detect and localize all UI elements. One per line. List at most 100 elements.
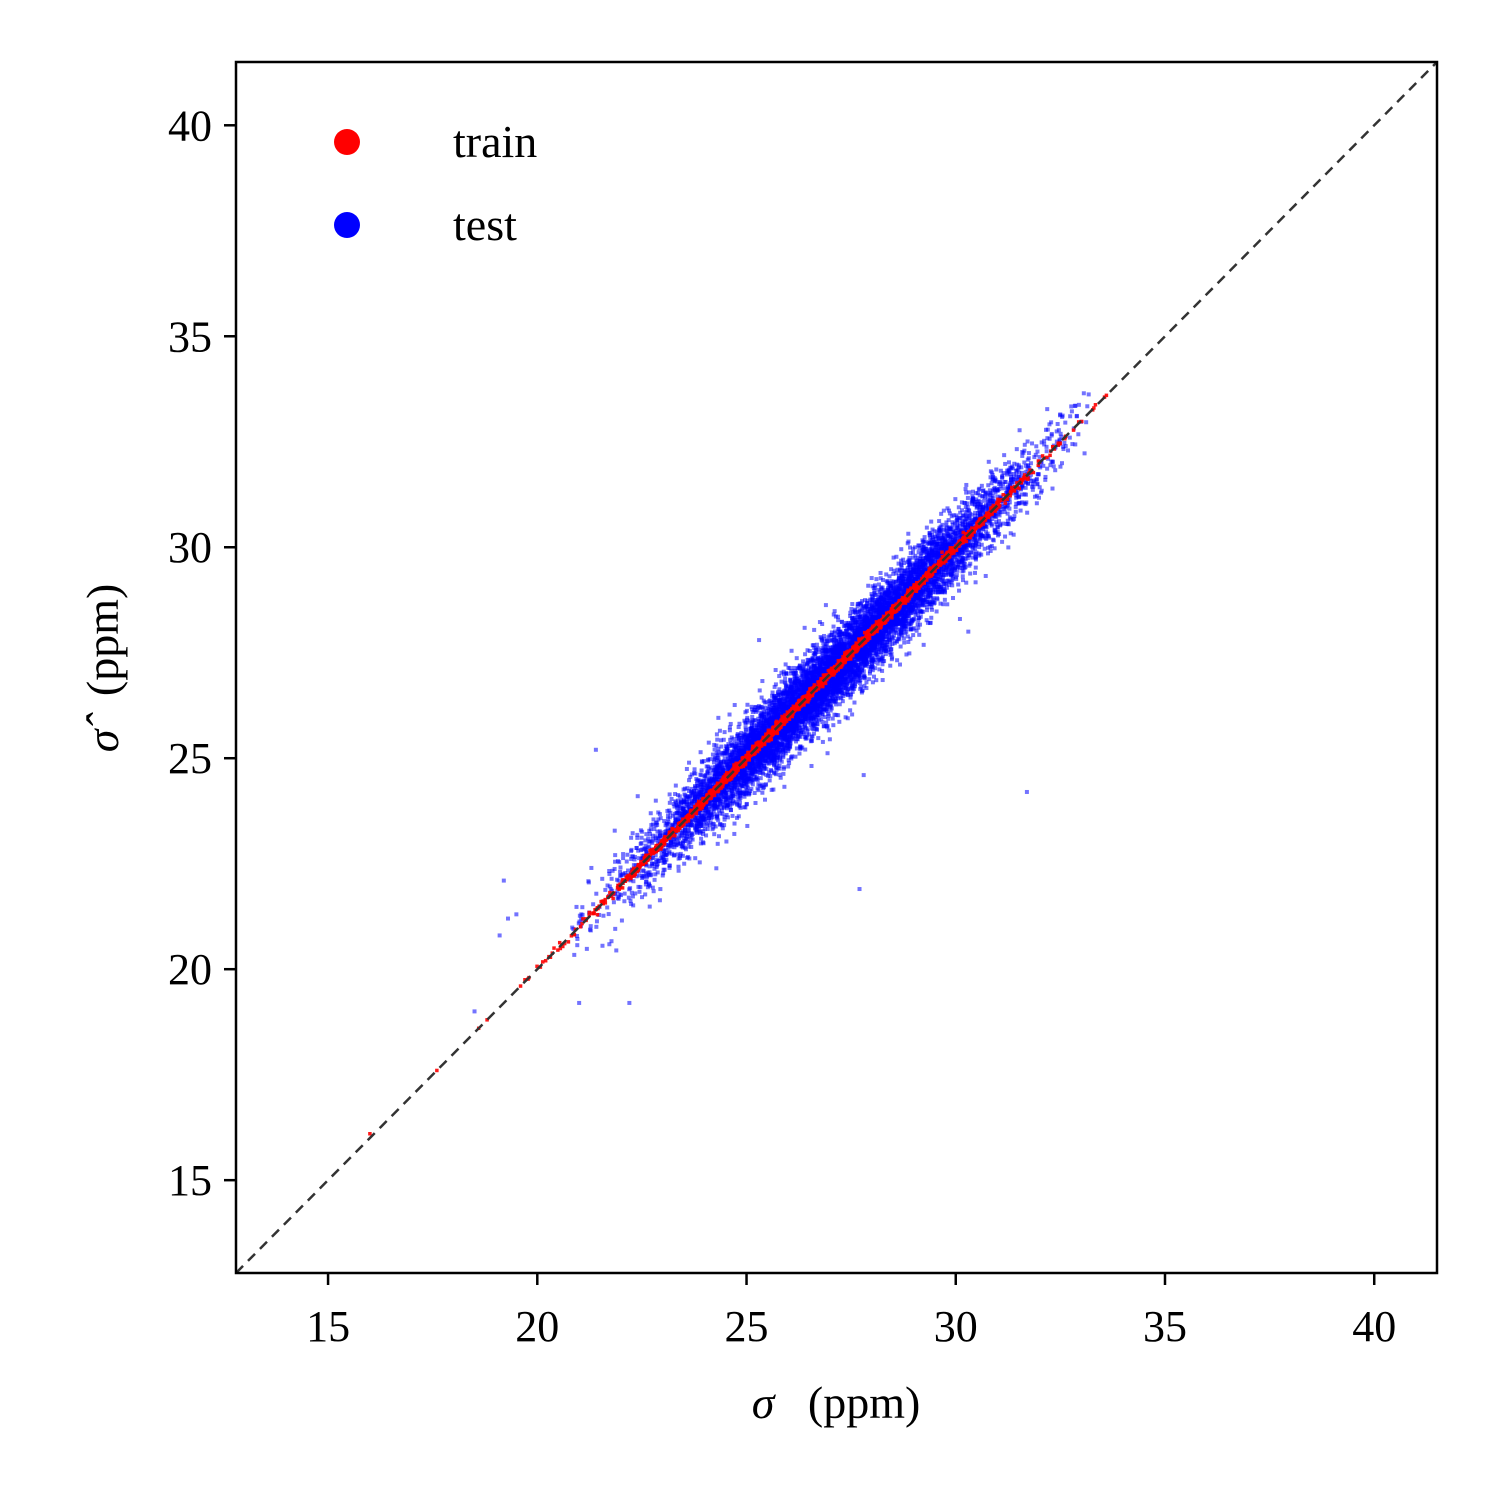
test-point [724, 813, 729, 818]
test-point [714, 866, 719, 871]
test-point [697, 860, 702, 865]
test-point [803, 677, 808, 682]
test-point [980, 505, 985, 510]
test-point [1067, 435, 1072, 440]
test-point [705, 827, 710, 832]
test-point [993, 490, 998, 495]
test-point [714, 812, 719, 817]
test-point [941, 586, 946, 591]
test-point [636, 848, 641, 853]
test-point [760, 782, 765, 787]
test-point [720, 826, 725, 831]
test-point [1005, 470, 1010, 475]
test-point [692, 767, 697, 772]
test-point [793, 754, 798, 759]
test-point [619, 873, 624, 878]
test-point [600, 943, 605, 948]
test-point [661, 871, 666, 876]
test-point [1037, 454, 1042, 459]
test-point [1086, 392, 1091, 397]
test-point [733, 758, 738, 763]
test-point [732, 821, 737, 826]
test-point [947, 508, 952, 513]
test-point [1019, 470, 1024, 475]
test-point [676, 864, 681, 869]
test-point [1003, 461, 1008, 466]
test-point [660, 873, 665, 878]
test-point [817, 650, 822, 655]
test-point [983, 573, 988, 578]
test-point [781, 672, 786, 677]
test-point [812, 627, 817, 632]
test-point [794, 746, 799, 751]
test-point [687, 778, 692, 783]
test-point [855, 622, 860, 627]
test-point [849, 607, 854, 612]
test-point [786, 764, 791, 769]
test-point [789, 756, 794, 761]
test-point [1018, 508, 1023, 513]
test-point [1024, 463, 1029, 468]
test-point [770, 700, 775, 705]
test-point [835, 614, 840, 619]
test-point [721, 795, 726, 800]
test-point [867, 671, 872, 676]
test-point [650, 840, 655, 845]
test-point [901, 636, 906, 641]
test-point [631, 903, 636, 908]
test-point [931, 596, 936, 601]
test-point [667, 792, 672, 797]
test-point [809, 763, 814, 768]
test-point [843, 623, 848, 628]
test-point [956, 505, 961, 510]
test-point [694, 785, 699, 790]
test-point [680, 853, 685, 858]
test-point [918, 553, 923, 558]
test-point [626, 895, 631, 900]
test-point [945, 506, 950, 511]
test-point [711, 768, 716, 773]
test-point [1004, 521, 1009, 526]
test-point [653, 838, 658, 843]
test-point [652, 877, 657, 882]
test-point [990, 493, 995, 498]
test-point [639, 848, 644, 853]
test-point [647, 839, 652, 844]
test-point [905, 565, 910, 570]
test-point [786, 665, 791, 670]
test-point [653, 834, 658, 839]
test-point [1002, 509, 1007, 514]
test-point [640, 853, 645, 858]
test-point [897, 662, 902, 667]
test-point [672, 804, 677, 809]
test-point [888, 647, 893, 652]
test-point [689, 772, 694, 777]
test-point [1049, 420, 1054, 425]
test-point [852, 623, 857, 628]
test-point [1015, 478, 1020, 483]
test-point [916, 550, 921, 555]
test-point [653, 823, 658, 828]
test-point [733, 792, 738, 797]
test-point [821, 724, 826, 729]
test-point [714, 732, 719, 737]
test-point [767, 699, 772, 704]
test-point [781, 771, 786, 776]
test-point [614, 948, 619, 953]
test-point [648, 811, 653, 816]
test-point [880, 678, 885, 683]
test-point [688, 774, 693, 779]
test-point [689, 844, 694, 849]
test-point [956, 555, 961, 560]
test-point [644, 871, 649, 876]
test-point [613, 926, 618, 931]
test-point [651, 889, 656, 894]
test-point [891, 555, 896, 560]
test-point [776, 704, 781, 709]
test-point [810, 721, 815, 726]
test-point [812, 723, 817, 728]
test-point [836, 713, 841, 718]
test-point [941, 602, 946, 607]
test-point [778, 711, 783, 716]
test-point [789, 648, 794, 653]
